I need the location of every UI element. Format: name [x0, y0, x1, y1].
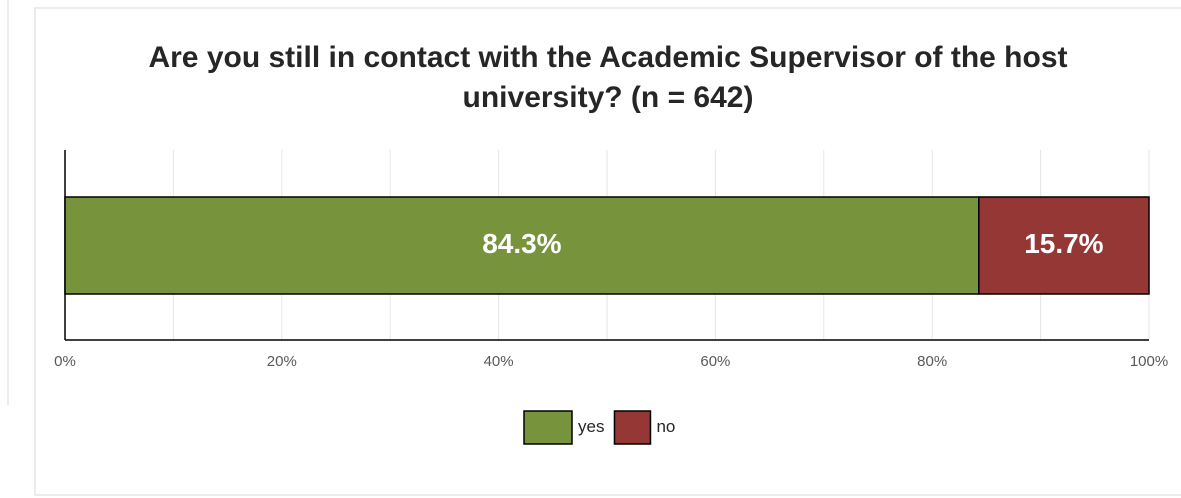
x-tick-label: 80%	[917, 353, 947, 370]
bar	[64, 196, 980, 295]
legend-label: no	[656, 417, 675, 436]
x-tick-label: 20%	[267, 353, 297, 370]
chart-frame	[34, 7, 1181, 496]
bar	[978, 196, 1150, 295]
x-tick-label: 100%	[1130, 353, 1168, 370]
data-label: 84.3%	[482, 228, 561, 259]
legend-swatch	[613, 410, 652, 445]
data-label: 15.7%	[1024, 228, 1103, 259]
x-tick-label: 60%	[700, 353, 730, 370]
x-tick-label: 0%	[54, 353, 76, 370]
legend-swatch	[523, 410, 573, 445]
chart-title: Are you still in contact with the Academ…	[148, 41, 1068, 114]
legend-label: yes	[578, 417, 604, 436]
x-tick-label: 40%	[484, 353, 514, 370]
